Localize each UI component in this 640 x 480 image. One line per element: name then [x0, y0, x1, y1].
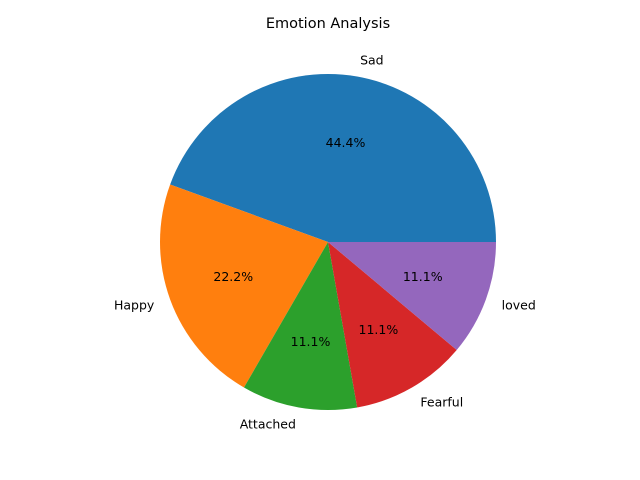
chart-title: Emotion Analysis: [265, 16, 391, 32]
percent-label-loved: 11.1%: [403, 269, 443, 284]
percent-label-happy: 22.2%: [213, 269, 253, 284]
pie-slice-fearful: [328, 242, 457, 408]
pie-slice-happy: [159, 184, 328, 388]
category-label-fearful: Fearful: [420, 395, 463, 410]
pie-slice-loved: [328, 242, 496, 350]
percent-label-sad: 44.4%: [326, 135, 366, 150]
pie-slice-sad: [170, 73, 496, 242]
category-label-attached: Attached: [240, 416, 296, 431]
category-label-loved: loved: [502, 298, 536, 313]
pie-slices: [159, 73, 496, 411]
percent-label-attached: 11.1%: [291, 334, 331, 349]
category-label-happy: Happy: [114, 298, 155, 313]
category-label-sad: Sad: [360, 53, 384, 68]
category-labels: Sad Happy Attached Fearful loved: [114, 53, 536, 432]
percent-labels: 44.4% 22.2% 11.1% 11.1% 11.1%: [213, 135, 442, 349]
percent-label-fearful: 11.1%: [359, 322, 399, 337]
pie-slice-attached: [244, 242, 358, 411]
